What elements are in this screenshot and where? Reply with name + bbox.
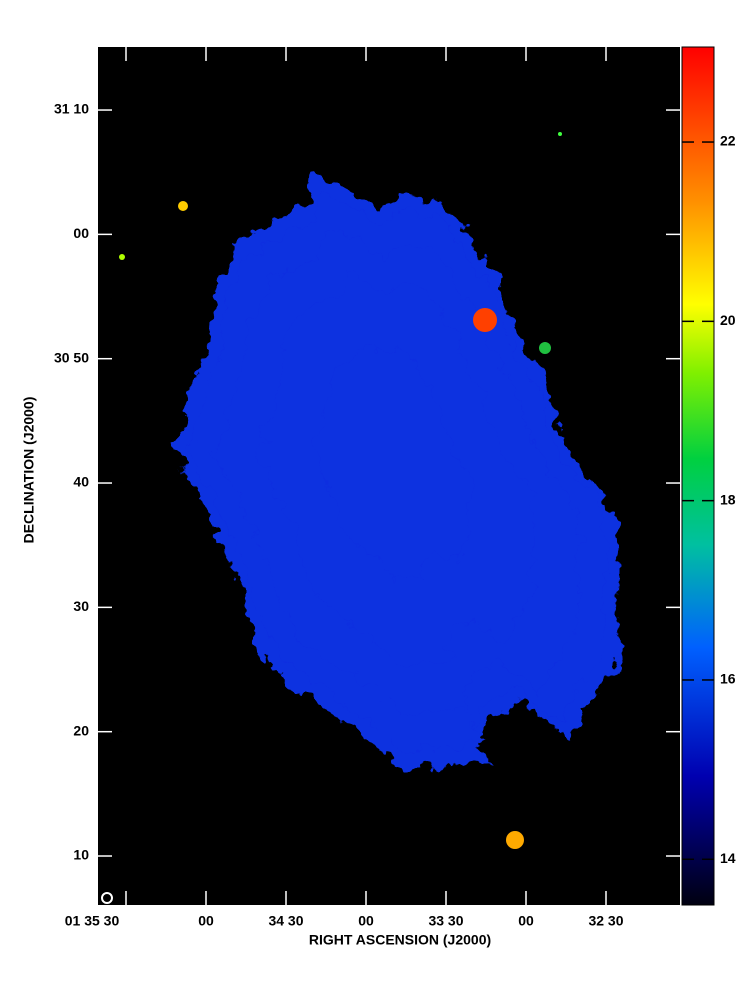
y-axis-label: DECLINATION (J2000) (21, 397, 37, 544)
y-tick-label: 40 (73, 474, 89, 490)
x-axis-label: RIGHT ASCENSION (J2000) (309, 932, 491, 948)
beam (101, 892, 113, 904)
colorbar (682, 47, 714, 905)
y-tick-label: 30 (73, 598, 89, 614)
colorbar-tick-label: 22 (720, 133, 736, 149)
x-tick-label: 34 30 (268, 913, 303, 929)
y-tick-label: 00 (73, 225, 89, 241)
y-tick-label: 31 10 (54, 101, 89, 117)
colorbar-tick-label: 16 (720, 671, 736, 687)
y-tick-label: 20 (73, 722, 89, 738)
colorbar-frame (681, 46, 715, 906)
x-tick-label: 32 30 (588, 913, 623, 929)
x-tick-label: 00 (198, 913, 214, 929)
x-tick-label: 00 (358, 913, 374, 929)
colorbar-tick-label: 14 (720, 850, 736, 866)
y-tick-label: 10 (73, 847, 89, 863)
y-tick-label: 30 50 (54, 349, 89, 365)
x-tick-label: 33 30 (428, 913, 463, 929)
x-tick-label: 00 (518, 913, 534, 929)
colorbar-tick-label: 18 (720, 491, 736, 507)
galaxy-image (119, 132, 620, 849)
x-tick-label: 01 35 30 (65, 913, 120, 929)
colorbar-tick-label: 20 (720, 312, 736, 328)
